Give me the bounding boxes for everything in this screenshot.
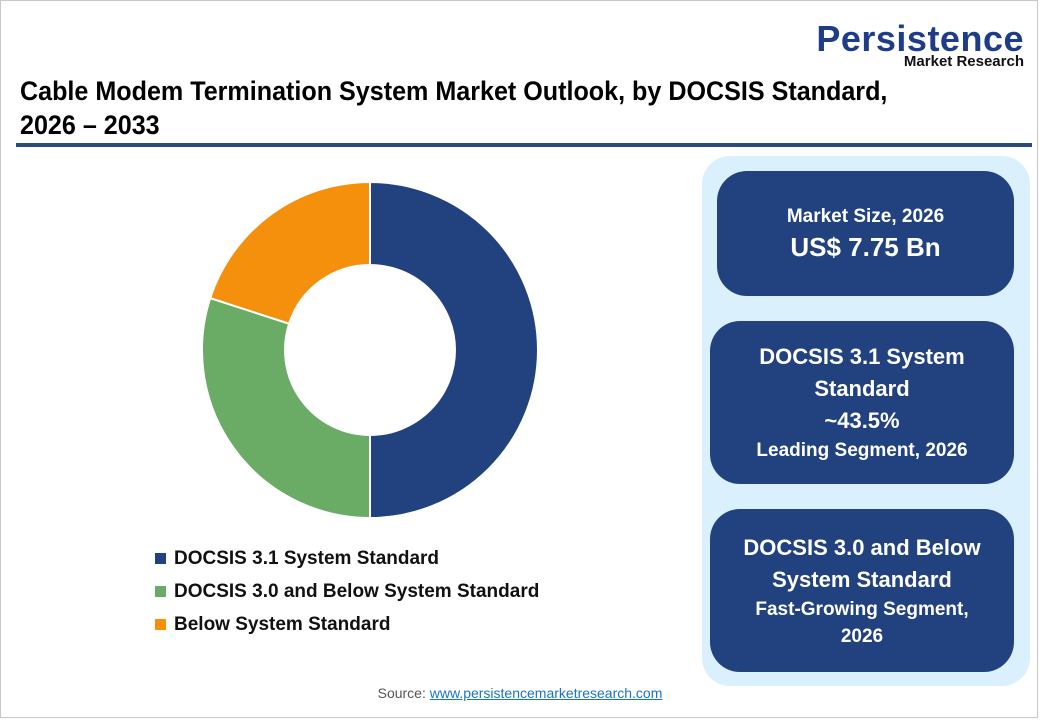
legend-item-docsis-31: DOCSIS 3.1 System Standard xyxy=(155,542,539,575)
legend-label: DOCSIS 3.1 System Standard xyxy=(174,547,440,569)
leading-segment-name-1: DOCSIS 3.1 System xyxy=(759,344,965,369)
legend-swatch-icon xyxy=(155,553,166,564)
fastest-segment-caption-2: 2026 xyxy=(840,625,884,647)
source-note: Source: www.persistencemarketresearch.co… xyxy=(0,685,1040,701)
segment-below xyxy=(208,180,371,325)
legend-swatch-icon xyxy=(155,619,166,630)
donut-svg xyxy=(201,180,539,520)
logo-wordmark: Persistence xyxy=(816,18,1024,59)
source-label: Source: xyxy=(377,685,430,701)
source-link[interactable]: www.persistencemarketresearch.com xyxy=(429,685,663,701)
legend-item-docsis-30: DOCSIS 3.0 and Below System Standard xyxy=(155,575,539,608)
logo-tagline: Market Research xyxy=(903,53,1024,70)
legend-label: DOCSIS 3.0 and Below System Standard xyxy=(174,580,540,602)
title-divider xyxy=(16,143,1032,147)
market-size-label: Market Size, 2026 xyxy=(786,206,945,227)
donut-chart xyxy=(190,170,550,530)
fastest-segment-card: DOCSIS 3.0 and Below System Standard Fas… xyxy=(710,509,1014,672)
segment-docsis-31 xyxy=(369,180,539,520)
fastest-segment-name-2: System Standard xyxy=(772,566,952,592)
leading-segment-name-2: Standard xyxy=(814,376,910,401)
market-size-value: US$ 7.75 Bn xyxy=(790,232,941,262)
page-title: Cable Modem Termination System Market Ou… xyxy=(20,76,888,140)
legend-swatch-icon xyxy=(155,586,166,597)
leading-segment-caption: Leading Segment, 2026 xyxy=(756,440,968,461)
chart-legend: DOCSIS 3.1 System Standard DOCSIS 3.0 an… xyxy=(155,542,539,641)
leading-segment-card: DOCSIS 3.1 System Standard ~43.5% Leadin… xyxy=(710,321,1014,484)
leading-segment-share: ~43.5% xyxy=(824,408,900,433)
brand-logo: Persistence Market Research xyxy=(816,18,1024,70)
fastest-segment-caption-1: Fast-Growing Segment, xyxy=(755,598,969,620)
legend-item-below: Below System Standard xyxy=(155,608,539,641)
legend-label: Below System Standard xyxy=(174,613,391,635)
fastest-segment-name-1: DOCSIS 3.0 and Below xyxy=(743,534,981,560)
segment-docsis-30 xyxy=(201,296,371,520)
market-size-card: Market Size, 2026 US$ 7.75 Bn xyxy=(717,171,1014,296)
key-stats-panel: Market Size, 2026 US$ 7.75 Bn DOCSIS 3.1… xyxy=(702,156,1030,686)
